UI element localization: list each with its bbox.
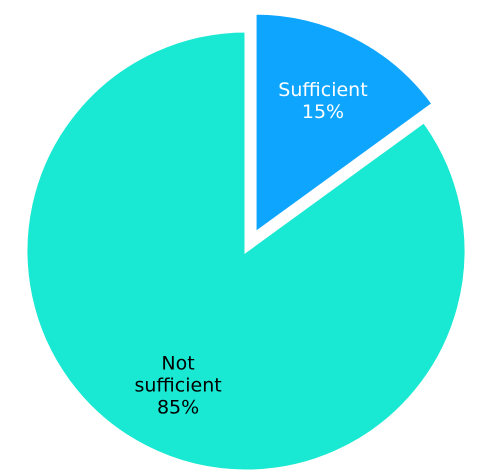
pie-slices [24, 11, 468, 473]
pie-labels: Sufficient 15% Not sufficient 85% [134, 79, 367, 418]
slice-value-label: 15% [302, 101, 344, 123]
pie-slice-sufficient [253, 11, 436, 237]
slice-label-not-sufficient: Not sufficient 85% [134, 352, 221, 418]
slice-category-label: Not [161, 352, 194, 374]
slice-label-sufficient: Sufficient 15% [278, 79, 367, 123]
pie-slice-not-sufficient [24, 29, 468, 473]
slice-category-label: Sufficient [278, 79, 367, 101]
slice-category-label: sufficient [134, 374, 221, 396]
slice-value-label: 85% [157, 396, 199, 418]
